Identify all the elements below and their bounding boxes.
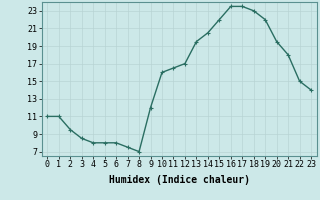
X-axis label: Humidex (Indice chaleur): Humidex (Indice chaleur): [109, 175, 250, 185]
